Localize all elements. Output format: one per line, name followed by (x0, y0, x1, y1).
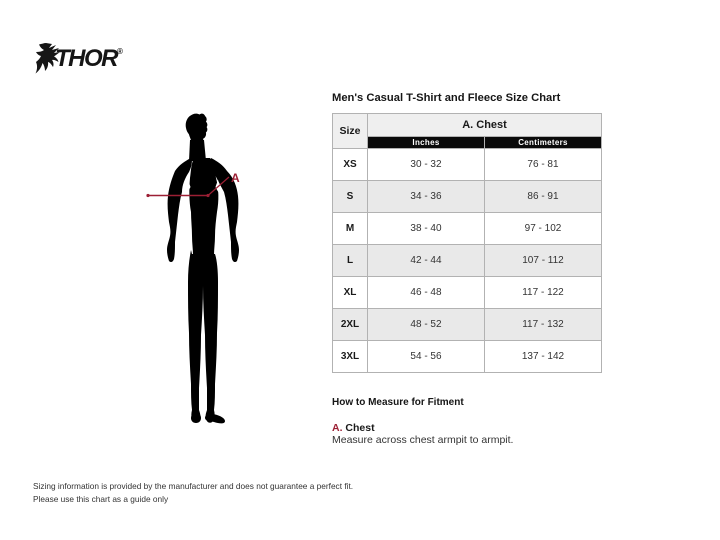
svg-text:A: A (231, 171, 240, 185)
